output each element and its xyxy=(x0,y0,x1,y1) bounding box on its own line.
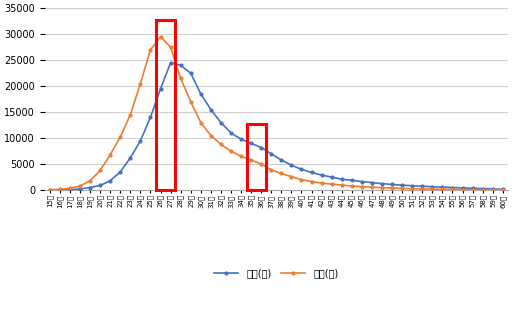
全国(夫) xyxy=(338,177,345,181)
全国(妻) xyxy=(117,135,123,139)
全国(妻) xyxy=(198,120,204,124)
全国(夫) xyxy=(188,71,194,75)
全国(夫) xyxy=(228,131,234,135)
全国(夫) xyxy=(137,139,143,143)
全国(妻) xyxy=(489,188,496,192)
全国(夫) xyxy=(218,120,224,124)
全国(夫) xyxy=(87,185,93,189)
全国(妻) xyxy=(268,168,274,172)
Line: 全国(夫): 全国(夫) xyxy=(49,61,504,191)
全国(夫) xyxy=(97,183,103,187)
全国(妻) xyxy=(338,183,345,187)
全国(妻) xyxy=(178,76,184,80)
全国(夫) xyxy=(489,187,496,191)
全国(夫) xyxy=(389,182,395,186)
全国(夫) xyxy=(198,92,204,96)
全国(夫) xyxy=(288,163,294,167)
全国(妻) xyxy=(67,186,73,190)
全国(夫) xyxy=(278,158,284,162)
全国(妻) xyxy=(359,184,365,188)
全国(夫) xyxy=(470,186,476,190)
全国(夫) xyxy=(57,188,63,192)
全国(夫) xyxy=(167,61,174,65)
全国(妻) xyxy=(158,35,164,39)
全国(夫) xyxy=(379,182,385,185)
全国(妻) xyxy=(278,172,284,176)
全国(夫) xyxy=(419,184,425,188)
全国(妻) xyxy=(429,187,435,191)
全国(夫) xyxy=(258,146,264,149)
全国(妻) xyxy=(329,182,335,186)
全国(妻) xyxy=(500,188,506,192)
全国(夫) xyxy=(127,156,134,160)
全国(夫) xyxy=(47,188,53,192)
全国(妻) xyxy=(147,48,154,52)
全国(妻) xyxy=(167,45,174,49)
Legend: 全国(夫), 全国(妻): 全国(夫), 全国(妻) xyxy=(210,264,343,282)
全国(妻) xyxy=(379,186,385,190)
全国(夫) xyxy=(349,178,355,182)
全国(妻) xyxy=(97,168,103,172)
全国(夫) xyxy=(67,188,73,192)
全国(夫) xyxy=(77,187,83,191)
全国(妻) xyxy=(208,134,214,138)
全国(妻) xyxy=(369,185,375,189)
全国(夫) xyxy=(318,173,325,177)
全国(妻) xyxy=(218,143,224,147)
全国(夫) xyxy=(147,115,154,119)
全国(夫) xyxy=(459,186,465,190)
全国(夫) xyxy=(208,108,214,112)
全国(妻) xyxy=(228,149,234,153)
全国(夫) xyxy=(369,181,375,184)
全国(妻) xyxy=(439,187,445,191)
全国(妻) xyxy=(459,187,465,191)
全国(妻) xyxy=(77,184,83,188)
全国(妻) xyxy=(480,188,486,192)
全国(妻) xyxy=(248,158,254,162)
全国(夫) xyxy=(178,63,184,67)
全国(妻) xyxy=(57,187,63,191)
全国(夫) xyxy=(268,152,274,156)
全国(夫) xyxy=(107,179,113,183)
全国(夫) xyxy=(117,170,123,174)
全国(夫) xyxy=(480,186,486,190)
Line: 全国(妻): 全国(妻) xyxy=(49,35,504,191)
全国(妻) xyxy=(318,181,325,185)
全国(夫) xyxy=(450,185,456,189)
全国(夫) xyxy=(439,185,445,189)
全国(妻) xyxy=(87,179,93,183)
全国(妻) xyxy=(238,154,244,158)
全国(妻) xyxy=(298,178,305,182)
Bar xyxy=(156,20,175,190)
全国(妻) xyxy=(349,184,355,188)
全国(夫) xyxy=(248,141,254,145)
全国(妻) xyxy=(47,188,53,192)
全国(妻) xyxy=(409,187,415,191)
全国(夫) xyxy=(399,183,405,187)
全国(妻) xyxy=(470,188,476,192)
全国(妻) xyxy=(188,100,194,104)
全国(夫) xyxy=(298,167,305,171)
全国(夫) xyxy=(359,180,365,183)
全国(夫) xyxy=(429,185,435,189)
全国(妻) xyxy=(399,186,405,190)
全国(妻) xyxy=(127,113,134,117)
Bar xyxy=(247,124,266,190)
全国(妻) xyxy=(137,82,143,85)
全国(夫) xyxy=(158,87,164,91)
全国(妻) xyxy=(288,175,294,179)
全国(夫) xyxy=(238,137,244,141)
全国(夫) xyxy=(308,171,314,175)
全国(妻) xyxy=(419,187,425,191)
全国(妻) xyxy=(107,153,113,157)
全国(夫) xyxy=(500,187,506,191)
全国(夫) xyxy=(409,184,415,188)
全国(妻) xyxy=(389,186,395,190)
全国(妻) xyxy=(450,187,456,191)
全国(夫) xyxy=(329,175,335,179)
全国(妻) xyxy=(308,180,314,183)
全国(妻) xyxy=(258,162,264,166)
